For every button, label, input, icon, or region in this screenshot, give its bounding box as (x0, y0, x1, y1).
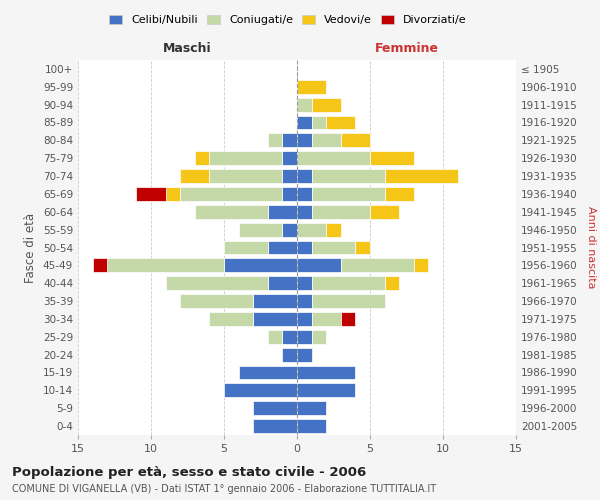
Bar (297, 294, 311, 308)
Bar (385, 169, 458, 183)
Bar (283, 169, 297, 183)
Bar (283, 222, 297, 236)
Bar (195, 205, 268, 219)
Bar (297, 116, 311, 130)
Bar (297, 401, 326, 415)
Bar (268, 276, 297, 290)
Bar (180, 187, 283, 201)
Bar (341, 134, 370, 147)
Bar (283, 330, 297, 344)
Bar (297, 80, 326, 94)
Bar (326, 116, 355, 130)
Text: Popolazione per età, sesso e stato civile - 2006: Popolazione per età, sesso e stato civil… (12, 466, 366, 479)
Bar (341, 258, 414, 272)
Bar (370, 151, 414, 165)
Bar (311, 276, 385, 290)
Bar (297, 222, 326, 236)
Bar (253, 419, 297, 433)
Bar (297, 240, 311, 254)
Bar (311, 330, 326, 344)
Bar (283, 348, 297, 362)
Bar (297, 384, 355, 398)
Bar (268, 134, 283, 147)
Bar (311, 205, 370, 219)
Bar (253, 294, 297, 308)
Bar (209, 312, 253, 326)
Bar (224, 384, 297, 398)
Bar (268, 205, 297, 219)
Bar (239, 366, 297, 380)
Bar (297, 187, 311, 201)
Bar (297, 366, 355, 380)
Text: Maschi: Maschi (163, 42, 212, 54)
Bar (297, 98, 311, 112)
Bar (326, 222, 341, 236)
Bar (341, 312, 355, 326)
Bar (253, 401, 297, 415)
Bar (283, 151, 297, 165)
Bar (311, 312, 341, 326)
Bar (297, 205, 311, 219)
Bar (297, 134, 311, 147)
Bar (224, 240, 268, 254)
Bar (297, 276, 311, 290)
Bar (311, 187, 385, 201)
Bar (283, 187, 297, 201)
Bar (92, 258, 107, 272)
Bar (297, 151, 370, 165)
Bar (311, 240, 355, 254)
Bar (283, 134, 297, 147)
Legend: Celibi/Nubili, Coniugati/e, Vedovi/e, Divorziati/e: Celibi/Nubili, Coniugati/e, Vedovi/e, Di… (105, 10, 471, 30)
Bar (297, 312, 311, 326)
Bar (297, 348, 311, 362)
Bar (224, 258, 297, 272)
Y-axis label: Anni di nascita: Anni di nascita (586, 206, 596, 289)
Bar (311, 294, 385, 308)
Text: Femmine: Femmine (374, 42, 439, 54)
Bar (297, 258, 341, 272)
Bar (311, 116, 326, 130)
Bar (107, 258, 224, 272)
Bar (311, 169, 385, 183)
Bar (195, 151, 209, 165)
Bar (385, 276, 399, 290)
Bar (297, 169, 311, 183)
Bar (253, 312, 297, 326)
Bar (209, 151, 283, 165)
Y-axis label: Fasce di età: Fasce di età (25, 212, 37, 282)
Bar (370, 205, 399, 219)
Bar (355, 240, 370, 254)
Bar (166, 187, 180, 201)
Bar (268, 240, 297, 254)
Bar (297, 419, 326, 433)
Bar (239, 222, 283, 236)
Bar (180, 294, 253, 308)
Bar (180, 169, 209, 183)
Bar (297, 330, 311, 344)
Bar (136, 187, 166, 201)
Bar (268, 330, 283, 344)
Bar (311, 134, 341, 147)
Bar (385, 187, 414, 201)
Bar (209, 169, 283, 183)
Bar (414, 258, 428, 272)
Text: COMUNE DI VIGANELLA (VB) - Dati ISTAT 1° gennaio 2006 - Elaborazione TUTTITALIA.: COMUNE DI VIGANELLA (VB) - Dati ISTAT 1°… (12, 484, 436, 494)
Bar (311, 98, 341, 112)
Bar (166, 276, 268, 290)
